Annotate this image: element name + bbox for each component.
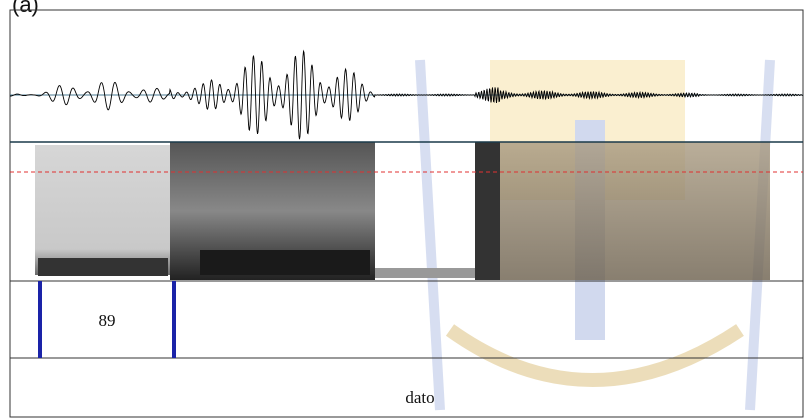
frame: [9, 9, 804, 418]
waveform: [10, 49, 804, 140]
figure-label: (a): [12, 0, 39, 17]
interval-label: dato: [405, 388, 434, 407]
spectrogram: [35, 142, 770, 280]
interval-label: 89: [99, 311, 116, 330]
